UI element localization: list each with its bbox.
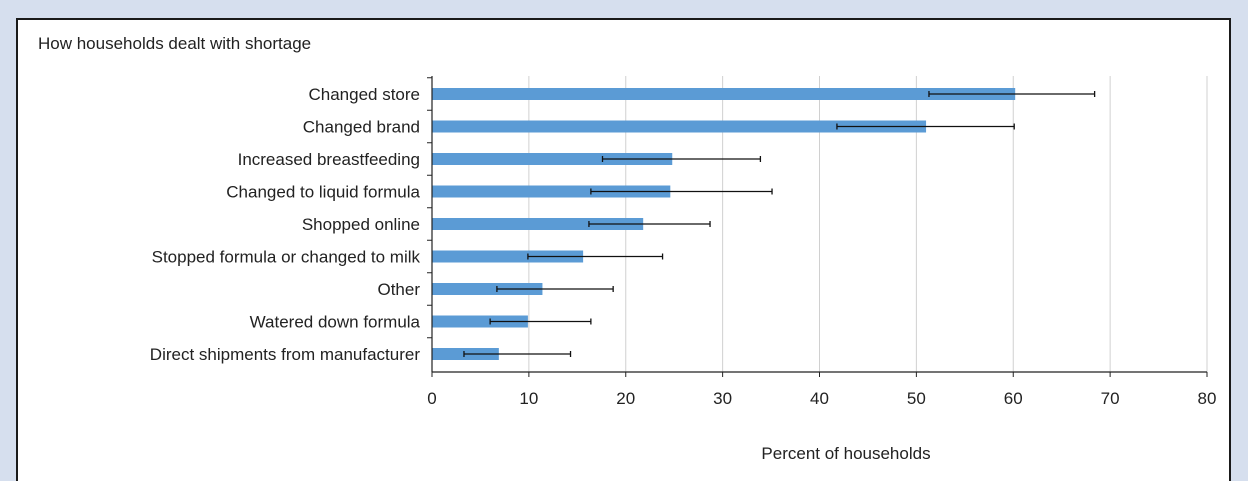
x-axis-label: Percent of households: [761, 444, 930, 463]
bar: [432, 120, 927, 133]
category-label: Stopped formula or changed to milk: [152, 248, 421, 267]
x-tick-label: 40: [810, 389, 829, 408]
bar: [432, 153, 673, 165]
chart-title: How households dealt with shortage: [38, 34, 312, 53]
category-label: Changed to liquid formula: [226, 183, 420, 202]
bar: [432, 315, 528, 328]
x-tick-label: 30: [713, 389, 732, 408]
category-label: Increased breastfeeding: [238, 150, 420, 169]
bar: [432, 218, 644, 230]
category-label: Watered down formula: [250, 313, 421, 332]
bar: [432, 250, 584, 263]
bar: [432, 88, 1016, 100]
category-label: Other: [377, 280, 420, 299]
x-tick-label: 80: [1198, 389, 1217, 408]
x-tick-label: 50: [907, 389, 926, 408]
bar: [432, 185, 671, 198]
x-tick-label: 70: [1101, 389, 1120, 408]
x-tick-label: 0: [427, 389, 436, 408]
bars: [432, 88, 1016, 360]
category-label: Changed brand: [303, 118, 420, 137]
x-tick-label: 20: [616, 389, 635, 408]
tick-labels: 0 10 20 30 40 50 60 70 80: [427, 389, 1216, 408]
error-bars: [463, 91, 1096, 357]
x-tick-label: 60: [1004, 389, 1023, 408]
category-label: Shopped online: [302, 215, 420, 234]
bar: [432, 283, 543, 295]
axes: [427, 76, 1208, 377]
category-label: Direct shipments from manufacturer: [150, 345, 421, 364]
x-tick-label: 10: [519, 389, 538, 408]
category-label: Changed store: [308, 85, 420, 104]
category-labels: Changed store Changed brand Increased brea…: [150, 85, 421, 364]
